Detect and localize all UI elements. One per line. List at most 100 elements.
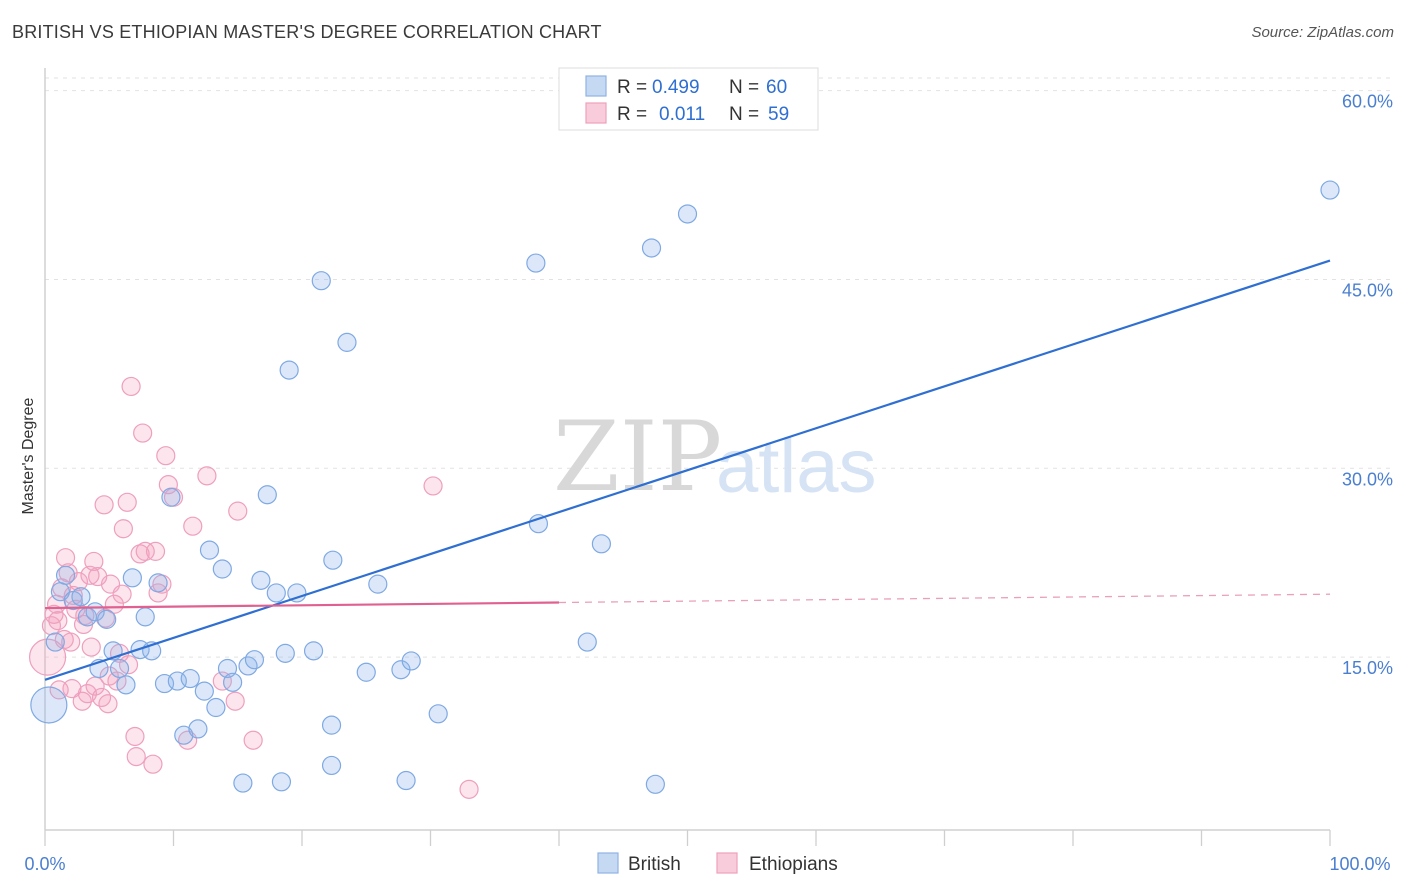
ethiopians-point: [125, 726, 145, 747]
y-axis-title: Master's Degree: [20, 397, 37, 514]
british-point: [275, 643, 295, 663]
ethiopians-point: [459, 779, 479, 799]
legend-n-label-ethiopians: N =: [729, 104, 759, 125]
british-point: [244, 650, 265, 670]
british-point: [223, 672, 243, 692]
ethiopians-point: [77, 684, 98, 704]
british-point: [45, 632, 65, 652]
british-point: [116, 675, 136, 695]
ethiopians-points: [28, 376, 479, 799]
ethiopians-point: [81, 637, 101, 657]
british-point: [194, 681, 214, 701]
y-tick-label-15: 15.0%: [1342, 658, 1393, 678]
ethiopians-point: [104, 594, 124, 614]
british-point: [303, 641, 324, 661]
british-point: [287, 583, 307, 603]
legend-r-label-ethiopians: R =: [617, 104, 647, 125]
british-point: [180, 668, 200, 689]
british-point: [591, 534, 612, 554]
ethiopians-point: [48, 611, 68, 631]
ethiopians-point: [133, 423, 153, 443]
ethiopians-point: [126, 747, 146, 767]
ethiopians-point: [228, 501, 248, 521]
british-point: [271, 772, 292, 792]
ethiopians-point: [113, 519, 133, 539]
trend-lines: [44, 259, 1331, 681]
ethiopians-point: [183, 516, 203, 536]
ethiopians-point: [94, 495, 114, 515]
british-point: [356, 662, 376, 682]
gridlines: [45, 77, 1393, 658]
ethiopians-point: [135, 541, 155, 561]
british-point: [401, 651, 421, 671]
british-point: [337, 332, 357, 352]
ethiopians-point: [143, 754, 163, 774]
bottom-legend-swatch-ethiopians: [716, 852, 738, 874]
british-point: [109, 658, 130, 679]
bottom-legend-swatch-british: [597, 852, 619, 874]
ethiopians-point: [98, 694, 118, 714]
y-tick-labels: 15.0% 30.0% 45.0% 60.0%: [1342, 92, 1393, 679]
ethiopians-trend-line-dashed: [558, 593, 1331, 604]
ethiopians-point: [117, 492, 137, 512]
british-point: [188, 719, 208, 739]
watermark-atlas: atlas: [716, 424, 877, 509]
ethiopians-point: [145, 541, 166, 561]
british-point: [1320, 180, 1340, 200]
source-label: Source: ZipAtlas.com: [1251, 24, 1394, 41]
ethiopians-point: [212, 671, 232, 691]
legend-r-value-ethiopians: 0.011: [659, 104, 705, 125]
ethiopians-point: [63, 585, 83, 606]
british-point: [122, 568, 142, 588]
british-point: [321, 755, 342, 776]
british-trend-line: [44, 259, 1331, 681]
bottom-legend-british: British: [628, 854, 681, 875]
british-point: [212, 559, 232, 579]
legend-swatch-british: [585, 75, 607, 97]
y-tick-label-30: 30.0%: [1342, 469, 1393, 489]
ethiopians-point: [158, 475, 178, 495]
ethiopians-point: [99, 666, 119, 686]
british-point: [148, 573, 168, 593]
british-point: [279, 360, 299, 380]
british-point: [311, 271, 331, 291]
ethiopians-point: [84, 551, 104, 572]
british-point: [97, 609, 117, 629]
ethiopians-point: [225, 691, 245, 711]
british-point: [174, 725, 194, 745]
british-point: [323, 550, 343, 570]
ethiopians-trend-line: [44, 601, 560, 610]
british-point: [645, 774, 665, 794]
british-point: [396, 770, 416, 791]
bottom-legend-ethiopians: Ethiopians: [749, 854, 838, 875]
british-point: [526, 253, 546, 273]
y-tick-label-60: 60.0%: [1342, 92, 1393, 112]
legend-swatch-ethiopians: [585, 102, 607, 124]
british-point: [30, 686, 68, 724]
british-point: [577, 632, 597, 652]
x-ticks: [44, 830, 1331, 846]
british-point: [321, 715, 342, 735]
british-point: [257, 485, 277, 505]
legend-n-value-ethiopians: 59: [768, 104, 789, 125]
ethiopians-point: [156, 446, 176, 466]
legend-n-value-british: 60: [766, 77, 787, 98]
british-point: [199, 540, 220, 560]
watermark-zip: ZIP: [553, 401, 722, 513]
legend-r-value-british: 0.499: [652, 77, 700, 98]
british-point: [206, 697, 226, 718]
british-point: [368, 574, 388, 594]
british-point: [233, 773, 253, 793]
ethiopians-point: [243, 730, 263, 750]
ethiopians-point: [423, 476, 443, 496]
british-point: [251, 570, 271, 590]
bottom-legend: British Ethiopians: [597, 852, 838, 875]
british-point: [641, 238, 662, 258]
ethiopians-point: [41, 616, 62, 636]
british-point: [161, 487, 181, 507]
british-point: [428, 704, 448, 724]
british-point: [135, 607, 155, 627]
y-tick-label-45: 45.0%: [1342, 280, 1393, 300]
british-point: [71, 587, 91, 607]
